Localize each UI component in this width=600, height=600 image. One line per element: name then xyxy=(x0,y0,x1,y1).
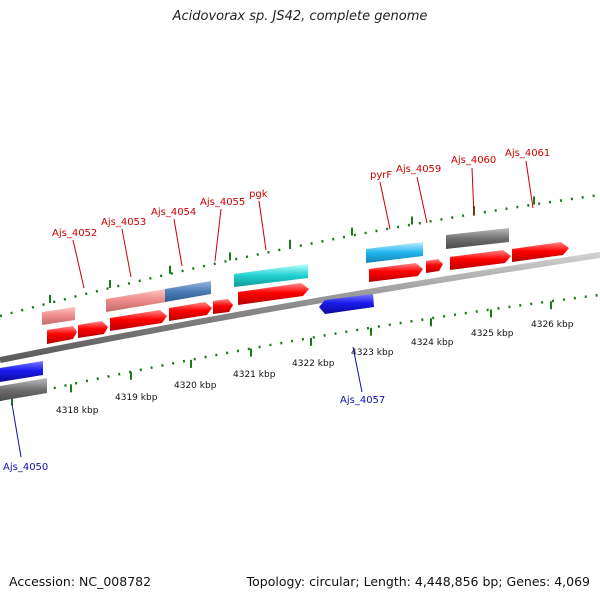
forward-strand-genes xyxy=(47,242,569,344)
gene-labels-bottom: Ajs_4050 Ajs_4057 xyxy=(3,395,385,473)
scale-label-4324: 4324 kbp xyxy=(411,338,454,348)
genome-backbone xyxy=(0,252,600,363)
gene-block-steel xyxy=(165,281,211,302)
label-leaders-bottom xyxy=(11,346,363,458)
scale-label-4322: 4322 kbp xyxy=(292,359,335,369)
scale-labels: 4318 kbp 4319 kbp 4320 kbp 4321 kbp 4322… xyxy=(56,320,574,416)
gene-label-pyrf: pyrF xyxy=(370,170,392,181)
gene-block-cyan xyxy=(234,264,308,287)
gene-arrow-ajs4053-a xyxy=(78,321,108,338)
gene-arrow-ajs4060 xyxy=(450,250,511,270)
gene-block-gray-left xyxy=(0,378,47,401)
gene-arrow-ajs4053-b xyxy=(110,310,167,331)
scale-label-4323: 4323 kbp xyxy=(351,348,394,358)
gene-label-ajs4059: Ajs_4059 xyxy=(396,164,441,175)
accession-text: Accession: NC_008782 xyxy=(9,574,152,589)
gene-label-ajs4053: Ajs_4053 xyxy=(101,217,146,228)
gene-label-ajs4061: Ajs_4061 xyxy=(505,148,550,159)
gene-arrow-ajs4059 xyxy=(426,259,443,273)
outer-ruler-line xyxy=(0,193,600,318)
gene-arrow-pyrf xyxy=(369,263,423,282)
gene-arrow-ajs4054 xyxy=(169,302,212,321)
gene-label-ajs4050: Ajs_4050 xyxy=(3,462,48,473)
gene-labels-top: Ajs_4052 Ajs_4053 Ajs_4054 Ajs_4055 pgk … xyxy=(52,148,550,239)
scale-label-4320: 4320 kbp xyxy=(174,381,217,391)
scale-label-4321: 4321 kbp xyxy=(233,370,276,380)
gene-arrow-ajs4057 xyxy=(319,294,374,314)
gene-block-pink-large xyxy=(106,289,166,312)
label-leaders-top xyxy=(72,160,534,289)
gene-label-ajs4055: Ajs_4055 xyxy=(200,197,245,208)
gene-block-gray xyxy=(446,228,509,249)
gene-block-pink-small xyxy=(42,307,75,325)
gene-label-ajs4052: Ajs_4052 xyxy=(52,228,97,239)
genome-summary-text: Topology: circular; Length: 4,448,856 bp… xyxy=(246,574,590,589)
scale-label-4325: 4325 kbp xyxy=(471,329,514,339)
scale-label-4319: 4319 kbp xyxy=(115,393,158,403)
gene-arrow-pgk xyxy=(238,283,309,305)
scale-label-4326: 4326 kbp xyxy=(531,320,574,330)
gene-arrow-ajs4055 xyxy=(213,299,233,314)
inner-ruler-ticks xyxy=(11,301,552,406)
gene-arrow-ajs4052 xyxy=(47,326,77,344)
gene-label-ajs4057: Ajs_4057 xyxy=(340,395,385,406)
category-track xyxy=(0,228,509,401)
gene-label-ajs4060: Ajs_4060 xyxy=(451,155,496,166)
gene-label-pgk: pgk xyxy=(249,189,268,200)
gene-label-ajs4054: Ajs_4054 xyxy=(151,207,196,218)
gene-arrow-ajs4061 xyxy=(512,242,569,262)
map-title: Acidovorax sp. JS42, complete genome xyxy=(172,9,428,24)
gene-arrow-ajs4050 xyxy=(0,361,43,382)
reverse-strand-genes xyxy=(0,294,374,382)
scale-label-4318: 4318 kbp xyxy=(56,406,99,416)
inner-ruler-line xyxy=(0,293,600,402)
gene-block-sky xyxy=(366,242,423,263)
